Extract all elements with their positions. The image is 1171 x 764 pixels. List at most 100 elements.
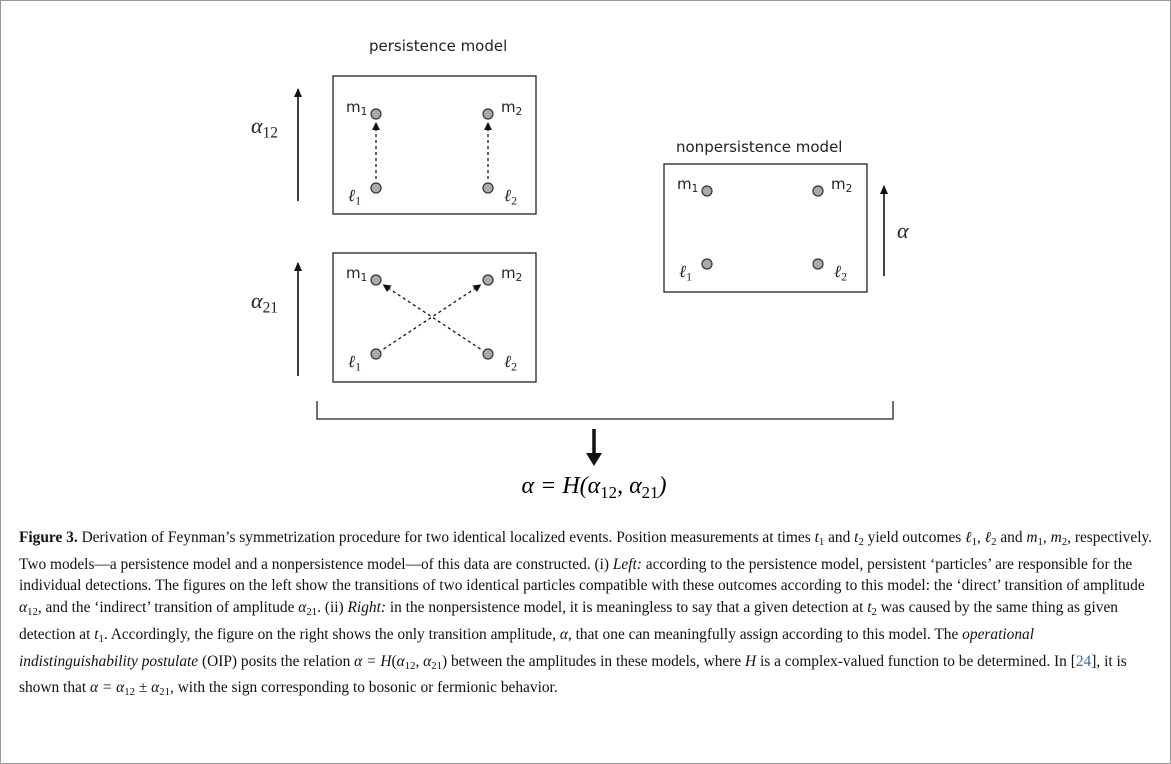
text-segment: and — [996, 529, 1027, 546]
event-dot — [370, 348, 382, 360]
text-segment: , — [415, 652, 424, 670]
text-segment: ) between the amplitudes in these models… — [442, 652, 746, 670]
text-segment: α — [298, 599, 307, 616]
text-segment: . (ii) — [317, 599, 348, 616]
amplitude-label: α21 — [251, 288, 278, 318]
text-segment: 12 — [124, 686, 135, 699]
node-label-sub: 2 — [515, 106, 523, 119]
text-segment: ± — [134, 679, 152, 697]
amplitude-label-sub: 21 — [262, 299, 278, 317]
text-segment: Figure 3. — [19, 529, 78, 546]
text-segment: H — [745, 652, 757, 670]
node-label: m2 — [501, 264, 522, 284]
node-label-base: ℓ — [679, 262, 687, 281]
event-dot — [701, 258, 713, 270]
text-segment: m — [1026, 529, 1038, 546]
node-label: ℓ1 — [348, 352, 361, 375]
text-segment: ( — [391, 652, 397, 670]
text-segment: Left: — [612, 555, 642, 573]
amplitude-label: α12 — [251, 113, 278, 143]
node-label-base: m — [501, 98, 516, 116]
text-segment: 2 — [991, 536, 997, 549]
amplitude-label: α — [897, 218, 909, 244]
text-segment: 21 — [306, 606, 318, 619]
nonpersistence-title: nonpersistence model — [676, 138, 843, 156]
result-formula: α = H(α12, α21) — [522, 473, 667, 503]
text-segment: t — [94, 625, 99, 643]
node-label-sub: 1 — [360, 106, 368, 119]
text-segment: α — [19, 599, 28, 616]
amplitude-label-base: α — [897, 218, 909, 243]
text-segment: 21 — [159, 686, 170, 699]
text-segment: m — [1050, 529, 1062, 546]
text-segment: α — [587, 473, 601, 499]
caption: Figure 3. Derivation of Feynman’s symmet… — [19, 527, 1155, 704]
text-segment: α — [396, 652, 405, 670]
node-label-sub: 2 — [511, 193, 518, 208]
node-label-sub: 2 — [511, 359, 518, 374]
node-label-base: m — [346, 98, 361, 116]
text-segment: and — [824, 529, 855, 546]
node-label-sub: 1 — [691, 183, 699, 196]
node-label-sub: 1 — [686, 269, 693, 284]
text-segment: was caused by the same thing as given de… — [19, 599, 1118, 643]
text-segment: 1 — [971, 536, 977, 549]
text-segment: (OIP) posits the relation — [198, 652, 355, 670]
bracket — [316, 401, 894, 420]
event-dot — [482, 108, 494, 120]
amplitude-label-sub: 12 — [262, 124, 278, 142]
text-segment: , that one can meaningfully assign accor… — [567, 625, 963, 643]
text-segment: , α — [617, 473, 642, 499]
text-segment: . Accordingly, the figure on the right s… — [103, 625, 560, 643]
node-label: ℓ2 — [504, 352, 517, 375]
text-segment: 1 — [1037, 536, 1043, 549]
node-label: m1 — [346, 264, 367, 284]
node-label: ℓ2 — [834, 262, 847, 285]
node-label-base: ℓ — [504, 186, 512, 205]
text-segment: , — [976, 529, 985, 546]
text-segment: 2 — [858, 536, 864, 549]
node-label-base: ℓ — [348, 352, 356, 371]
node-label-base: ℓ — [834, 262, 842, 281]
text-segment: 2 — [871, 606, 877, 619]
text-segment: Derivation of Feynman’s symmetrization p… — [77, 529, 815, 546]
node-label-base: m — [831, 175, 846, 193]
model-box — [332, 75, 537, 215]
text-segment: α — [559, 625, 568, 643]
event-dot — [370, 108, 382, 120]
node-label-base: m — [501, 264, 516, 282]
text-segment: 12 — [404, 659, 416, 672]
event-dot — [482, 182, 494, 194]
model-box — [663, 163, 868, 293]
node-label-base: ℓ — [504, 352, 512, 371]
node-label-base: m — [677, 175, 692, 193]
event-dot — [701, 185, 713, 197]
node-label-sub: 2 — [845, 183, 853, 196]
node-label-sub: 1 — [355, 193, 362, 208]
text-segment: ], it is shown that — [19, 652, 1127, 697]
node-label: ℓ1 — [348, 186, 361, 209]
node-label: ℓ1 — [679, 262, 692, 285]
text-segment: is a complex-valued function to be deter… — [756, 652, 1076, 670]
text-segment: ℓ — [965, 529, 972, 546]
model-box — [332, 252, 537, 383]
node-label: m2 — [831, 175, 852, 195]
amplitude-label-base: α — [251, 113, 263, 138]
text-segment: ℓ — [984, 529, 992, 546]
event-dot — [812, 185, 824, 197]
text-segment: α = α — [89, 679, 125, 697]
event-dot — [812, 258, 824, 270]
text-segment: 21 — [431, 659, 443, 672]
text-segment: t — [867, 599, 872, 616]
text-segment: 2 — [1061, 536, 1068, 549]
transition-arrow — [382, 284, 481, 350]
node-label: m1 — [677, 175, 698, 195]
node-label: m1 — [346, 98, 367, 118]
node-label-sub: 1 — [355, 359, 362, 374]
node-label-base: m — [346, 264, 361, 282]
text-segment: 1 — [818, 536, 825, 549]
node-label: m2 — [501, 98, 522, 118]
text-segment: t — [854, 529, 859, 546]
text-segment: yield outcomes — [863, 529, 966, 546]
text-segment: 21 — [641, 483, 659, 503]
